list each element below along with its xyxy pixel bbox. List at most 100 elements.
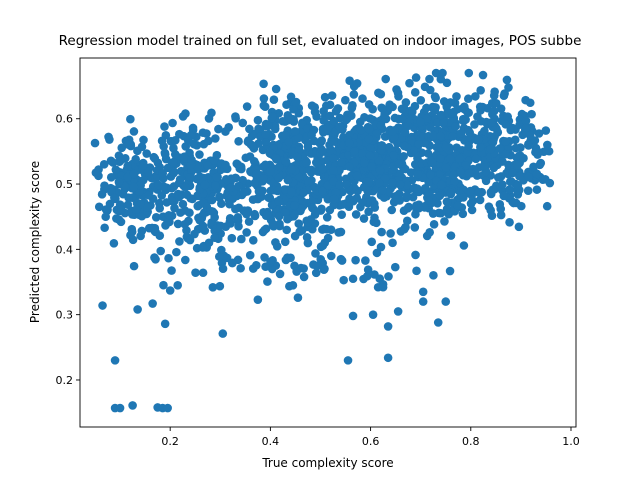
- scatter-point: [364, 207, 373, 216]
- scatter-point: [476, 86, 485, 95]
- scatter-point: [285, 113, 295, 123]
- scatter-point: [173, 280, 182, 290]
- scatter-point: [387, 178, 397, 187]
- scatter-point: [445, 154, 455, 164]
- scatter-point: [291, 97, 301, 107]
- scatter-point: [234, 137, 243, 146]
- scatter-point: [476, 142, 485, 152]
- scatter-point: [510, 135, 520, 145]
- scatter-point: [420, 82, 430, 92]
- scatter-point: [264, 193, 273, 202]
- scatter-point: [237, 234, 246, 244]
- scatter-point: [418, 287, 428, 297]
- scatter-point: [388, 238, 397, 248]
- scatter-point: [162, 198, 172, 207]
- scatter-point: [402, 216, 412, 226]
- scatter-point: [299, 272, 309, 282]
- scatter-point: [521, 123, 531, 132]
- scatter-point: [403, 121, 413, 131]
- scatter-point: [465, 186, 475, 196]
- scatter-point: [459, 241, 469, 250]
- scatter-point: [400, 128, 410, 137]
- scatter-point: [348, 274, 358, 284]
- scatter-point: [337, 157, 346, 167]
- scatter-point: [160, 319, 170, 329]
- scatter-point: [175, 237, 184, 246]
- scatter-point: [180, 219, 190, 229]
- scatter-point: [521, 116, 531, 126]
- scatter-point: [489, 163, 499, 173]
- scatter-point: [327, 136, 336, 146]
- scatter-point: [223, 175, 233, 185]
- scatter-point: [270, 121, 280, 131]
- scatter-point: [303, 238, 313, 248]
- scatter-point: [399, 151, 408, 161]
- scatter-point: [329, 116, 339, 126]
- scatter-point: [381, 74, 391, 84]
- scatter-point: [456, 128, 466, 138]
- scatter-point: [181, 182, 190, 192]
- scatter-point: [248, 235, 258, 245]
- scatter-point: [129, 169, 139, 179]
- scatter-point: [337, 256, 347, 265]
- scatter-point: [351, 255, 360, 265]
- scatter-point: [405, 78, 414, 88]
- scatter-point: [185, 172, 195, 182]
- scatter-point: [509, 198, 518, 208]
- scatter-point: [294, 133, 303, 143]
- scatter-point: [463, 94, 473, 104]
- scatter-point: [174, 192, 184, 202]
- scatter-point: [124, 193, 133, 202]
- scatter-point: [290, 127, 300, 136]
- scatter-point: [290, 231, 300, 241]
- scatter-point: [212, 172, 222, 182]
- scatter-point: [436, 180, 446, 189]
- scatter-point: [499, 191, 509, 201]
- scatter-point: [335, 122, 344, 132]
- y-tick-label: 0.5: [56, 178, 74, 191]
- scatter-point: [115, 403, 125, 413]
- scatter-point: [185, 208, 194, 218]
- scatter-point: [120, 153, 130, 163]
- scatter-point: [268, 219, 278, 229]
- scatter-point: [364, 124, 374, 134]
- scatter-point: [496, 210, 506, 220]
- scatter-point: [318, 186, 327, 196]
- scatter-point: [425, 228, 434, 237]
- scatter-point: [455, 154, 465, 163]
- scatter-point: [211, 181, 220, 191]
- scatter-point: [337, 210, 347, 219]
- scatter-point: [429, 271, 438, 280]
- scatter-point: [397, 114, 407, 124]
- scatter-point: [262, 210, 272, 220]
- scatter-point: [288, 280, 298, 290]
- scatter-point: [195, 216, 205, 225]
- scatter-point: [207, 195, 217, 205]
- scatter-point: [364, 177, 374, 187]
- scatter-point: [402, 191, 412, 201]
- scatter-point: [253, 295, 263, 304]
- scatter-point: [159, 142, 168, 151]
- scatter-point: [367, 237, 377, 247]
- scatter-point: [423, 149, 433, 158]
- scatter-point: [90, 138, 100, 148]
- scatter-point: [400, 141, 409, 151]
- scatter-point: [243, 137, 253, 147]
- scatter-point: [352, 79, 362, 88]
- scatter-point: [186, 194, 195, 203]
- scatter-point: [265, 148, 274, 158]
- scatter-point: [542, 201, 552, 211]
- scatter-point: [368, 104, 378, 114]
- scatter-point: [424, 178, 433, 187]
- scatter-point: [281, 255, 291, 265]
- scatter-point: [284, 137, 294, 147]
- scatter-point: [242, 228, 251, 237]
- scatter-point: [172, 247, 181, 257]
- scatter-point: [436, 131, 445, 141]
- scatter-point: [100, 181, 109, 190]
- scatter-point: [464, 125, 473, 135]
- scatter-point: [323, 233, 333, 243]
- scatter-point: [235, 164, 245, 173]
- scatter-point: [343, 356, 353, 365]
- scatter-point: [143, 167, 153, 177]
